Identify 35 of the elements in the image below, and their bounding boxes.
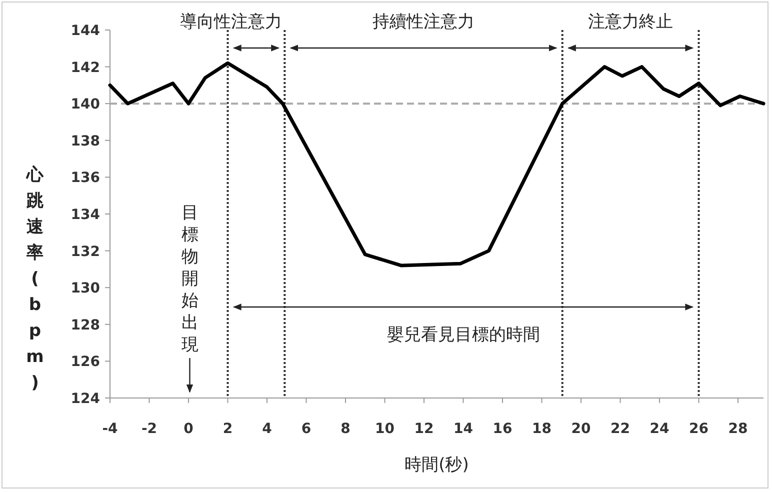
- text: 心跳速率(bpm): [26, 165, 44, 393]
- y-tick-label: 138: [70, 133, 100, 150]
- x-axis-title: 時間(秒): [404, 455, 469, 475]
- annotation: 導向性注意力: [180, 12, 282, 32]
- y-tick-label: 128: [70, 317, 100, 334]
- y-tick-label: 124: [70, 391, 100, 407]
- x-tick-label: 24: [650, 421, 670, 437]
- x-tick-label: 0: [184, 421, 194, 437]
- x-tick-label: -2: [141, 421, 158, 437]
- x-tick-label: 6: [301, 421, 312, 437]
- y-tick-label: 142: [70, 60, 100, 76]
- y-tick-label: 132: [70, 244, 100, 260]
- x-tick-label: 16: [492, 421, 512, 437]
- y-tick-label: 140: [70, 96, 100, 113]
- annotation: 目標物開始出現: [181, 203, 198, 355]
- x-tick-label: 10: [375, 421, 395, 437]
- x-tick-label: -4: [102, 421, 118, 437]
- x-tick-label: 28: [728, 421, 748, 437]
- x-tick-label: 2: [222, 421, 233, 437]
- x-tick-label: 22: [610, 421, 630, 437]
- x-tick-label: 4: [262, 421, 272, 437]
- annotation: 嬰兒看見目標的時間: [386, 325, 540, 345]
- annotation: 持續性注意力: [372, 12, 475, 32]
- x-tick-label: 8: [340, 421, 350, 437]
- x-tick-label: 20: [571, 421, 591, 437]
- y-tick-label: 130: [70, 280, 100, 297]
- y-tick-label: 126: [70, 354, 100, 370]
- y-tick-label: 136: [70, 170, 100, 186]
- y-tick-label: 134: [70, 207, 100, 223]
- x-tick-label: 26: [689, 421, 708, 437]
- annotation: 注意力終止: [588, 12, 674, 32]
- x-tick-label: 12: [414, 421, 434, 437]
- x-tick-label: 14: [454, 421, 474, 437]
- y-tick-label: 144: [70, 23, 100, 39]
- x-tick-label: 18: [532, 421, 552, 437]
